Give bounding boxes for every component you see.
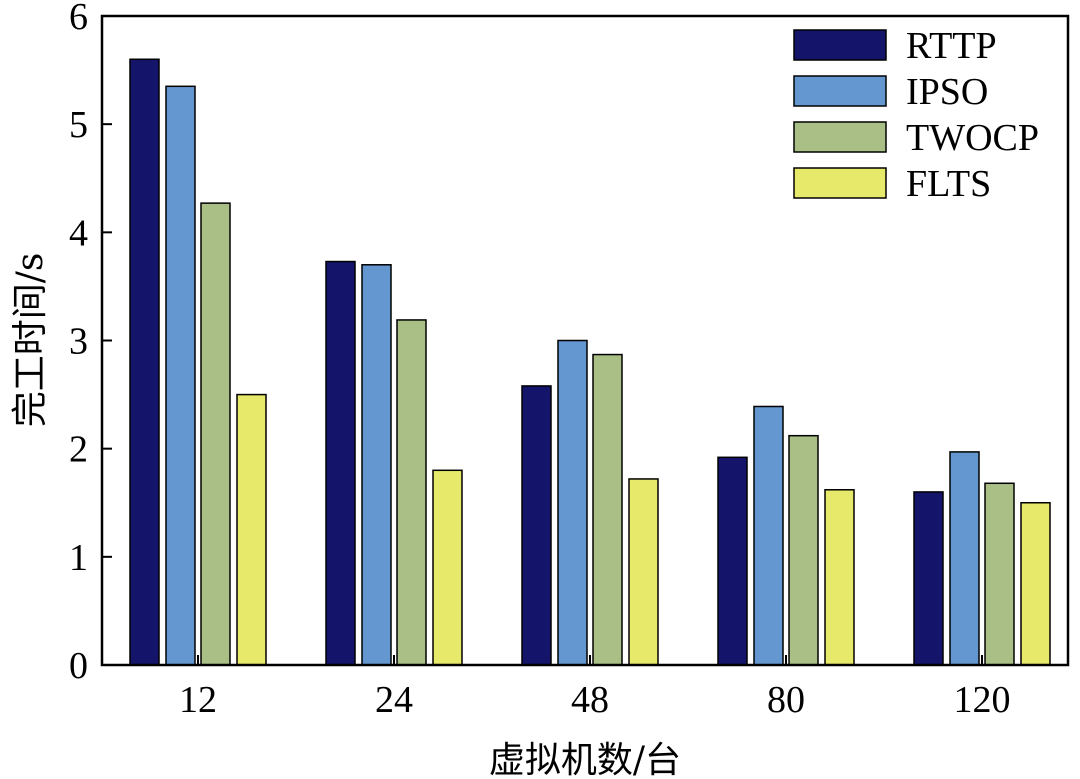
x-tick-label-120: 120 [954,679,1011,721]
bar-ipso-80 [753,405,784,666]
bar-flts-12 [236,393,267,666]
bar-twocp-80 [788,434,819,666]
legend-label-ipso: IPSO [906,71,988,113]
x-axis-title: 虚拟机数/台 [489,740,681,779]
y-tick-label-0: 0 [69,645,88,687]
bar-rttp-120 [913,491,944,666]
bar-rttp-24 [325,260,356,666]
bar-flts-24 [432,469,463,666]
x-tick-label-48: 48 [571,679,609,721]
bar-twocp-48 [592,353,623,666]
legend-swatch-ipso [793,75,887,107]
legend-label-rttp: RTTP [906,25,997,67]
bar-twocp-120 [984,482,1015,666]
legend-label-flts: FLTS [906,163,991,205]
y-axis: 0 1 2 3 4 5 6 [69,0,112,687]
bar-ipso-48 [557,339,588,666]
bar-rttp-12 [129,58,160,666]
y-tick-label-1: 1 [69,537,88,579]
legend-swatch-flts [793,167,887,199]
x-tick-label-24: 24 [375,679,413,721]
x-tick-label-12: 12 [179,679,217,721]
bar-rttp-48 [521,385,552,666]
bar-twocp-12 [200,202,231,666]
bar-flts-120 [1020,502,1051,666]
bar-rttp-80 [717,456,748,666]
y-axis-title: 完工时间/s [10,253,51,428]
y-tick-label-6: 6 [69,0,88,38]
x-tick-label-80: 80 [767,679,805,721]
legend-swatch-rttp [793,29,887,61]
y-tick-label-5: 5 [69,104,88,146]
bar-flts-80 [824,489,855,666]
x-axis: 12 24 48 80 120 [179,655,1011,721]
bar-ipso-12 [165,85,196,666]
legend-label-twocp: TWOCP [906,117,1039,159]
bar-flts-48 [628,478,659,666]
bar-ipso-120 [949,451,980,666]
legend-swatch-twocp [793,121,887,153]
bars-layer [129,58,1051,666]
y-tick-label-4: 4 [69,212,88,254]
bar-twocp-24 [396,319,427,666]
y-tick-label-3: 3 [69,321,88,363]
bar-ipso-24 [361,264,392,666]
y-tick-label-2: 2 [69,429,88,471]
